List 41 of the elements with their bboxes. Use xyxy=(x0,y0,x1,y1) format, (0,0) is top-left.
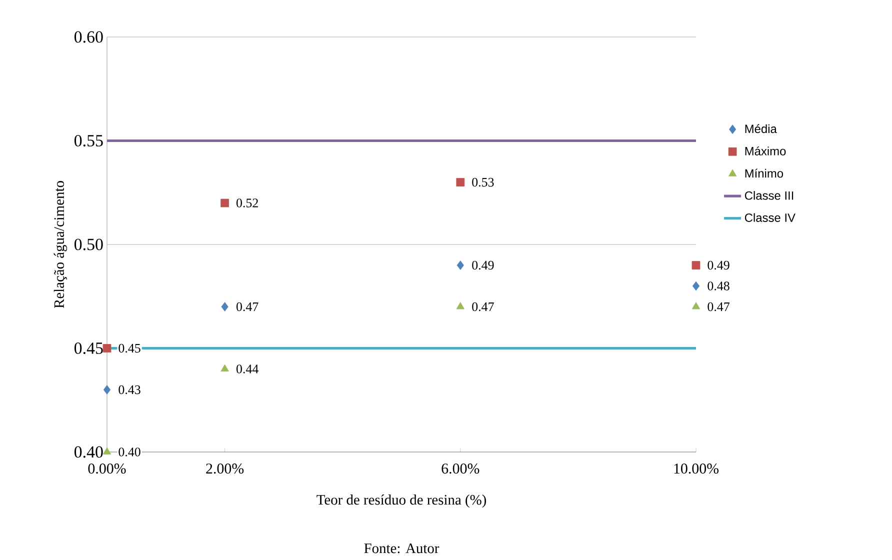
y-axis-title: Relação água/cimento xyxy=(54,181,68,308)
data-label: 0.44 xyxy=(236,364,258,374)
point xyxy=(220,364,229,372)
y-tick-label: 0.40 xyxy=(74,446,103,458)
data-label: 0.49 xyxy=(708,260,730,270)
point xyxy=(103,385,111,394)
data-label: 0.53 xyxy=(472,178,494,187)
data-label: 0.47 xyxy=(472,302,494,312)
point xyxy=(456,260,464,270)
y-tick-label: 0.55 xyxy=(74,134,103,146)
y-tick-label: 0.50 xyxy=(74,238,103,250)
source-note: Fonte: Autor xyxy=(364,544,440,554)
legend-label: Máximo xyxy=(745,146,786,156)
data-label: 0.40 xyxy=(118,448,140,456)
x-axis-title: Teor de resíduo de resina (%) xyxy=(316,494,486,508)
x-tick-label: 10.00% xyxy=(674,464,719,474)
data-label: 0.49 xyxy=(472,260,494,270)
legend-label: Classe III xyxy=(744,191,794,200)
data-label: 0.47 xyxy=(236,302,258,312)
data-label: 0.47 xyxy=(708,302,730,312)
data-label: 0.52 xyxy=(236,198,258,208)
data-label: 0.45 xyxy=(118,344,140,353)
point xyxy=(220,198,229,208)
point xyxy=(102,344,112,352)
x-tick-label: 6.00% xyxy=(442,464,480,474)
point xyxy=(692,261,700,270)
point xyxy=(102,447,112,454)
legend-label: Média xyxy=(745,124,777,134)
point xyxy=(692,281,700,291)
y-tick-label: 0.45 xyxy=(74,342,103,354)
legend-label: Classe IV xyxy=(744,213,796,222)
point xyxy=(692,302,700,310)
y-tick-label: 0.60 xyxy=(74,31,103,43)
legend-label: Mínimo xyxy=(745,168,784,178)
data-label: 0.43 xyxy=(118,385,140,394)
x-tick-label: 0.00% xyxy=(88,464,126,474)
point xyxy=(456,178,465,186)
point xyxy=(221,302,228,312)
x-tick-label: 2.00% xyxy=(206,464,244,474)
point xyxy=(456,302,464,310)
data-label: 0.48 xyxy=(708,282,730,290)
